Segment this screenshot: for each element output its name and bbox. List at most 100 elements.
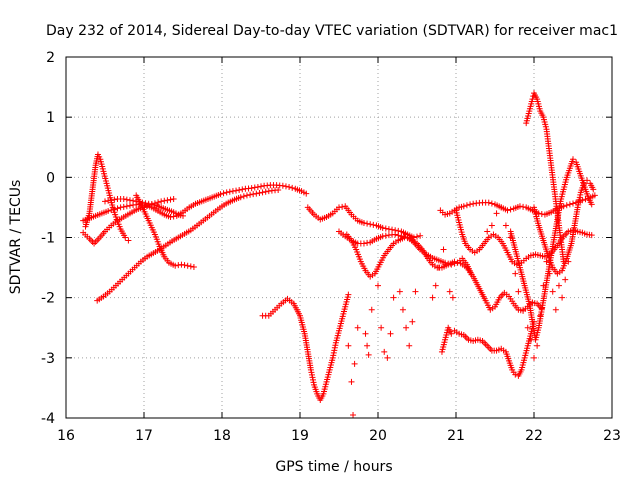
data-point — [485, 199, 492, 206]
data-point — [190, 263, 197, 270]
data-point — [414, 233, 420, 240]
data-point — [123, 196, 130, 203]
data-point — [446, 288, 453, 295]
data-point — [382, 225, 389, 232]
x-axis-label: GPS time / hours — [275, 459, 392, 475]
data-point — [265, 188, 272, 195]
data-point — [102, 198, 108, 205]
data-point — [577, 191, 584, 198]
data-point — [308, 371, 315, 378]
data-point — [259, 189, 266, 196]
data-point — [339, 203, 346, 210]
data-point — [167, 214, 174, 221]
y-tick-label: -4 — [41, 411, 55, 427]
data-point — [330, 352, 337, 359]
y-tick-label: -1 — [41, 231, 55, 247]
data-point — [164, 197, 171, 204]
data-point — [442, 259, 449, 266]
data-point — [130, 197, 137, 204]
data-point — [248, 185, 255, 192]
data-point — [172, 262, 179, 269]
data-point — [384, 354, 391, 361]
data-point — [451, 260, 458, 267]
data-point — [126, 202, 133, 209]
data-point — [382, 232, 389, 239]
data-point — [549, 288, 556, 295]
data-point — [155, 199, 162, 206]
x-tick-label: 19 — [291, 428, 309, 444]
data-point — [406, 342, 413, 349]
x-tick-label: 18 — [213, 428, 231, 444]
data-point — [125, 237, 132, 244]
data-point — [493, 210, 500, 217]
data-point — [331, 344, 338, 351]
data-point — [181, 262, 188, 269]
data-point — [117, 204, 124, 211]
data-point — [120, 195, 127, 202]
data-point — [399, 306, 406, 313]
data-point — [432, 282, 439, 289]
data-point — [515, 288, 522, 295]
data-point — [368, 306, 375, 313]
data-point — [395, 232, 402, 239]
data-point — [570, 200, 576, 207]
series-arc-f — [102, 195, 186, 219]
data-point — [504, 207, 511, 214]
y-tick-label: 0 — [46, 170, 55, 186]
data-points — [80, 90, 598, 418]
data-point — [590, 186, 597, 193]
series-arc-h — [304, 203, 424, 241]
data-point — [310, 376, 316, 383]
data-point — [534, 342, 541, 349]
data-point — [507, 206, 514, 213]
data-point — [417, 232, 424, 239]
data-point — [364, 239, 371, 246]
data-point — [187, 263, 194, 270]
data-point — [552, 306, 559, 313]
series-arc-c — [82, 151, 132, 244]
data-point — [354, 324, 361, 331]
data-point — [507, 234, 514, 241]
data-point — [546, 270, 553, 277]
plot-border — [65, 56, 613, 419]
data-point — [348, 378, 355, 385]
data-point — [303, 190, 310, 197]
data-point — [167, 196, 174, 203]
x-tick-label: 17 — [135, 428, 153, 444]
data-point — [370, 221, 377, 228]
data-point — [484, 228, 491, 235]
x-tick-label: 20 — [369, 428, 387, 444]
series-arc-j — [336, 228, 475, 278]
data-point — [367, 221, 374, 228]
series-arc-g — [259, 291, 352, 403]
data-point — [385, 226, 392, 233]
data-point — [559, 294, 566, 301]
data-point — [114, 205, 121, 212]
series-scatter-dips — [345, 204, 572, 418]
data-point — [588, 201, 595, 208]
data-point — [429, 294, 436, 301]
data-point — [364, 342, 371, 349]
data-point — [378, 324, 385, 331]
data-point — [396, 288, 403, 295]
data-point — [250, 191, 257, 198]
y-tick-label: 2 — [46, 50, 55, 66]
data-point — [570, 156, 576, 163]
y-tick-label: 1 — [46, 110, 55, 126]
data-point — [562, 276, 569, 283]
x-tick-label: 21 — [447, 428, 465, 444]
data-point — [105, 208, 112, 215]
data-point — [365, 351, 372, 358]
data-point — [256, 189, 263, 196]
data-point — [251, 184, 258, 191]
data-point — [412, 288, 419, 295]
data-point — [379, 224, 386, 231]
data-point — [161, 197, 168, 204]
data-point — [392, 231, 399, 238]
data-point — [360, 220, 367, 227]
data-point — [262, 188, 269, 195]
data-point — [512, 270, 519, 277]
y-tick-label: -2 — [41, 291, 55, 307]
